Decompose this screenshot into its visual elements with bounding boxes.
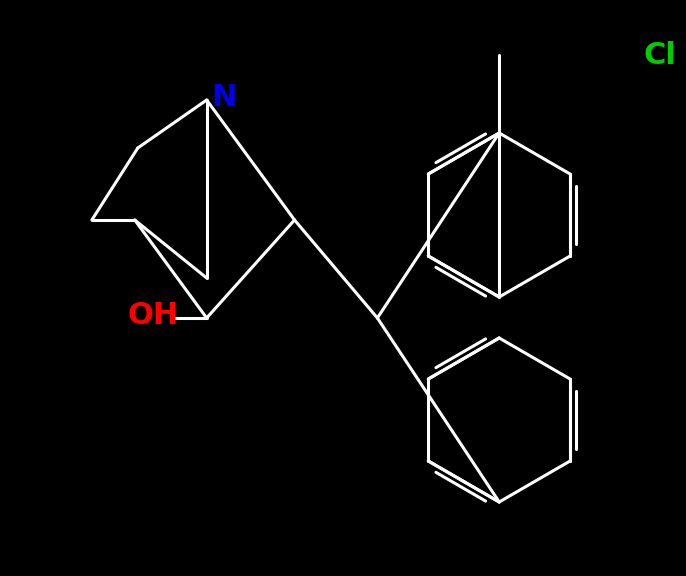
Text: Cl: Cl [644, 40, 677, 70]
Text: OH: OH [128, 301, 179, 331]
Text: N: N [212, 84, 237, 112]
